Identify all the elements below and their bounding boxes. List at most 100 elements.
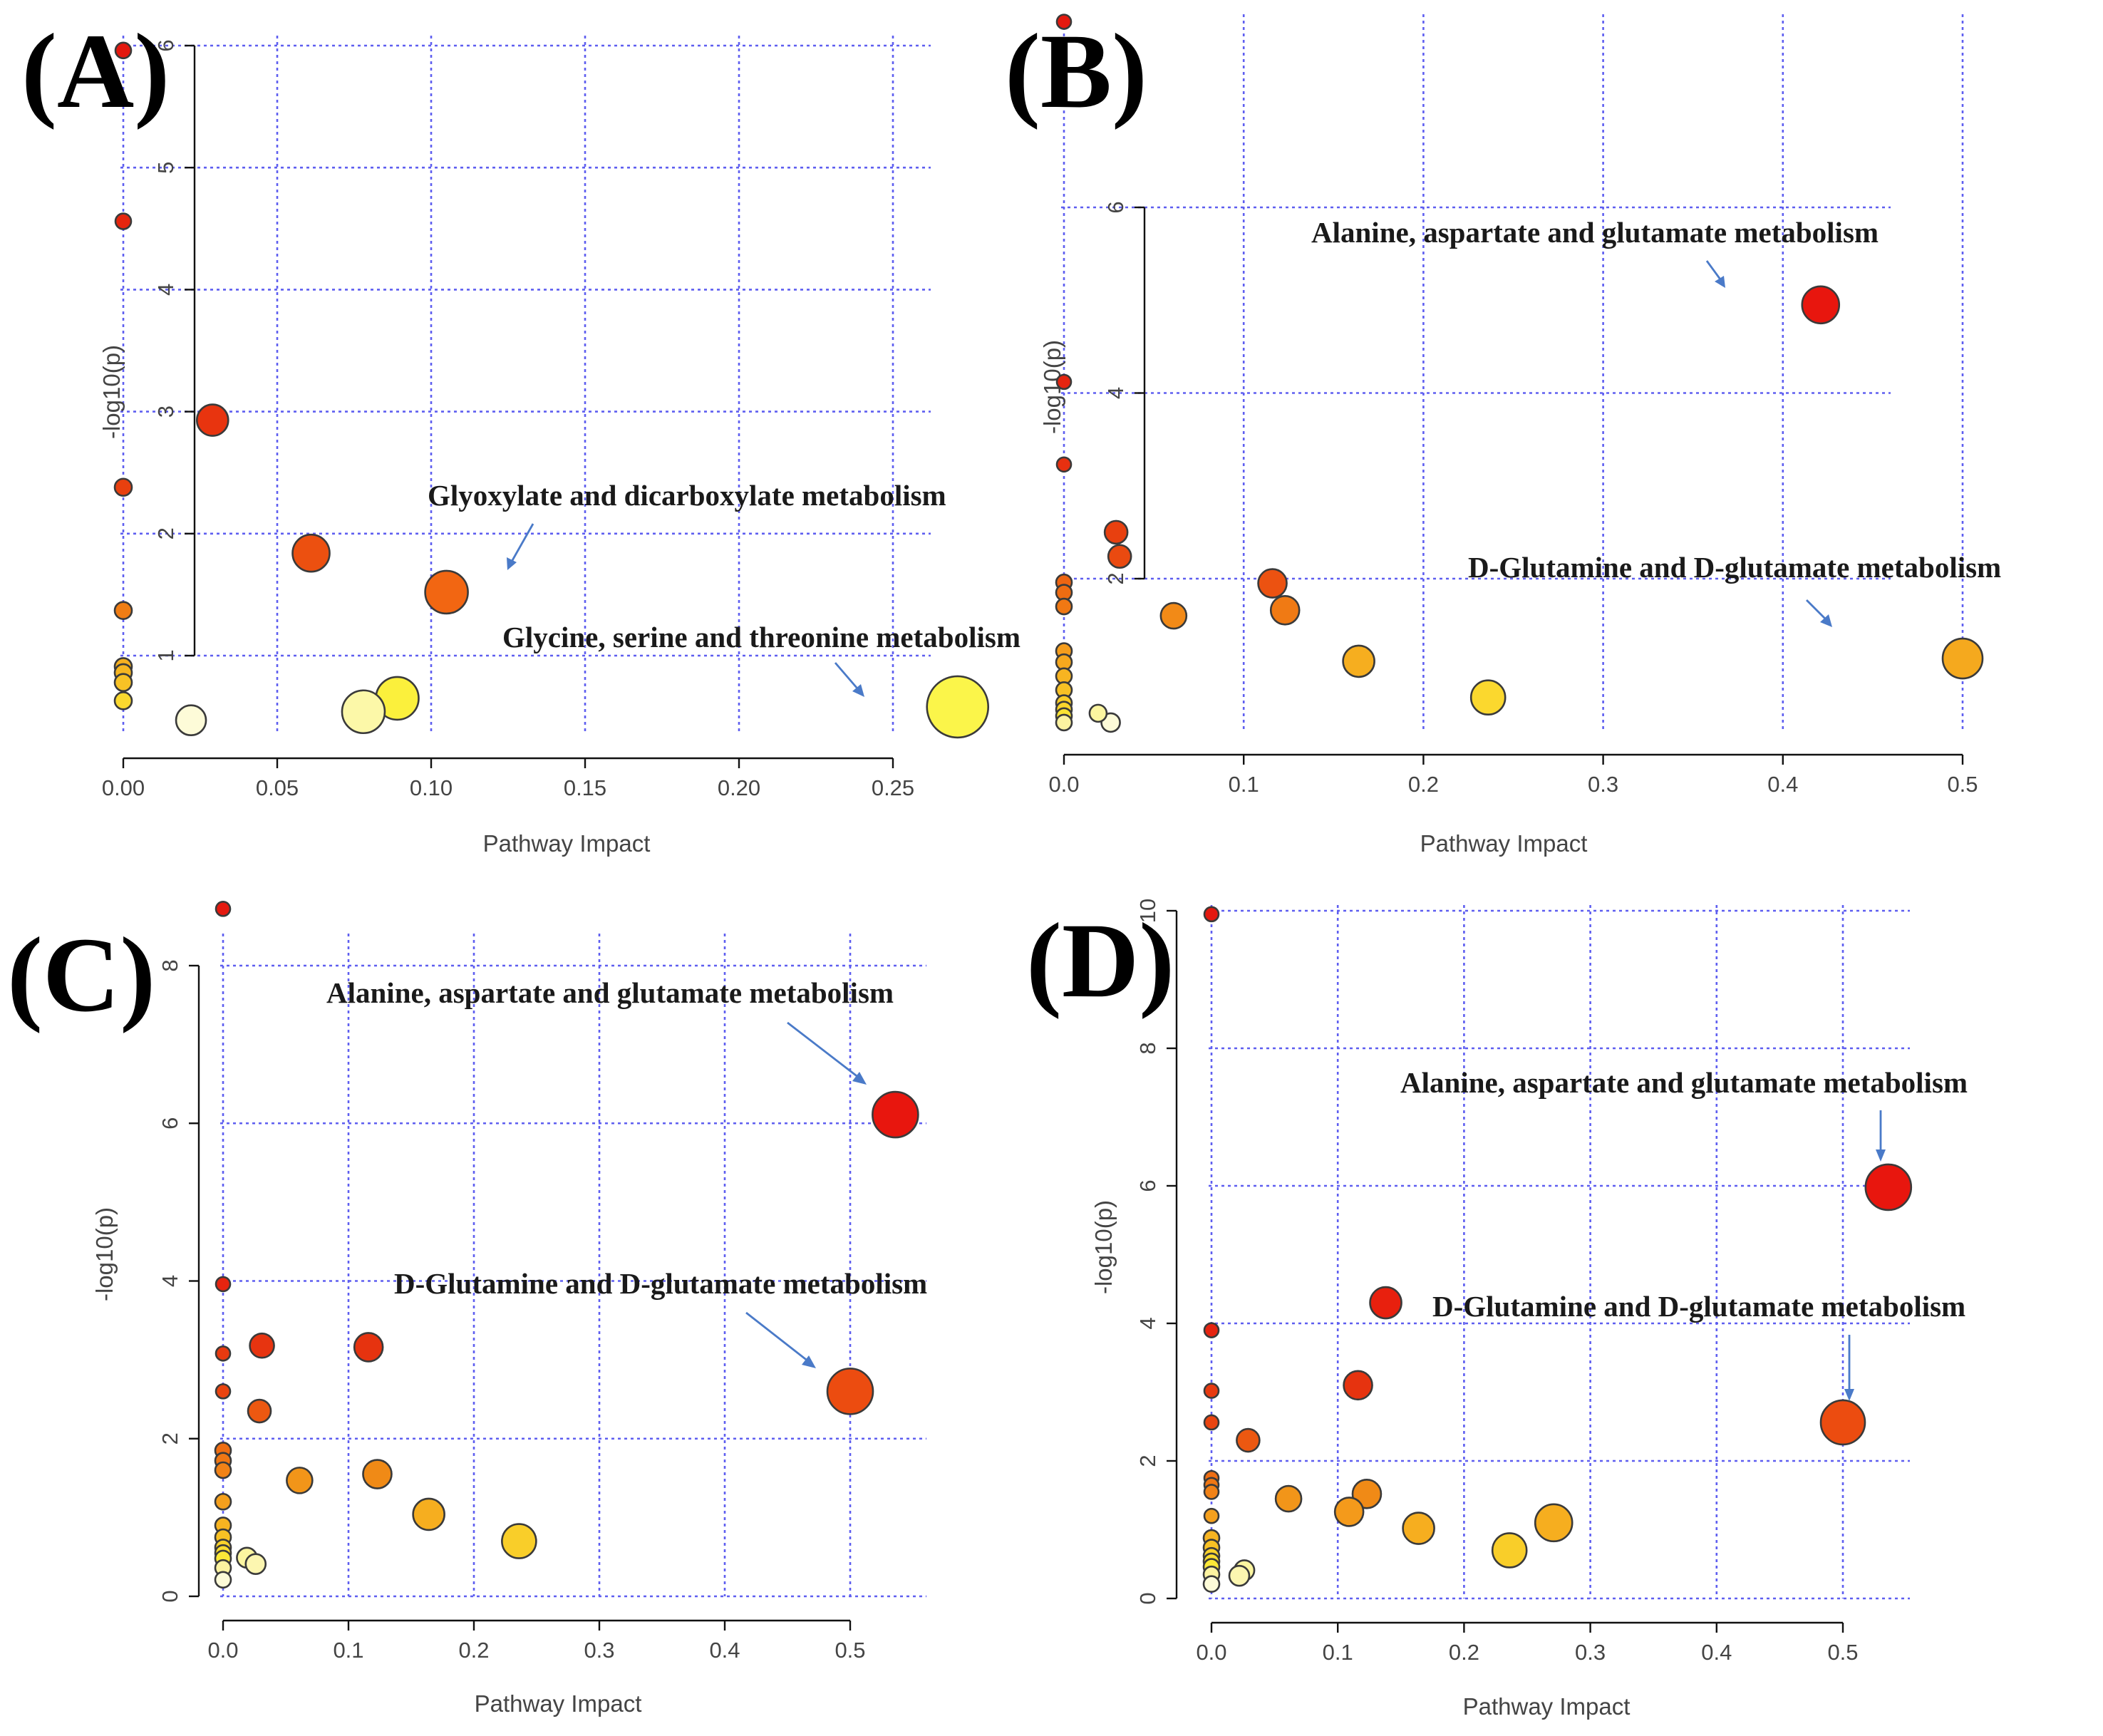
y-tick-label: 4: [157, 1275, 182, 1287]
y-tick-label: 0: [157, 1590, 182, 1602]
x-tick-label: 0.1: [333, 1638, 363, 1663]
data-point: [1159, 601, 1188, 630]
data-point: [1343, 1370, 1373, 1401]
annotation-arrowhead: [852, 1072, 867, 1085]
data-point: [1342, 644, 1375, 678]
data-point: [1819, 1399, 1866, 1446]
annotation-label: Glycine, serine and threonine metabolism: [502, 621, 1021, 653]
annotation-arrowhead: [1820, 614, 1832, 627]
data-point: [1055, 597, 1073, 616]
x-tick-label: 0.00: [102, 775, 145, 800]
data-point: [1055, 373, 1073, 391]
x-tick-label: 0.1: [1323, 1640, 1353, 1665]
annotation-arrow: [787, 1021, 859, 1079]
annotation-label: Alanine, aspartate and glutamate metabol…: [326, 976, 894, 1009]
data-point: [1257, 568, 1288, 599]
data-point: [1402, 1512, 1435, 1545]
data-point: [1864, 1163, 1913, 1211]
annotation-label: Alanine, aspartate and glutamate metabol…: [1400, 1066, 1968, 1099]
x-tick-label: 0.3: [584, 1638, 614, 1663]
y-tick-label: 2: [153, 527, 178, 539]
x-tick-label: 0.0: [1048, 772, 1079, 797]
data-point: [1369, 1286, 1402, 1320]
panel-a: 1 2 3 4 5 6 0.00 0.05 0.10 0.15 0.20 0.25 (A) Pathw…: [21, 12, 1021, 857]
data-point: [1203, 1383, 1220, 1399]
data-point: [1534, 1503, 1574, 1543]
data-point: [1269, 594, 1301, 626]
data-point: [114, 212, 133, 230]
x-tick-label: 0.4: [709, 1638, 740, 1663]
panel-letter-d: (D): [1026, 901, 1174, 1020]
x-axis-title: Pathway Impact: [483, 830, 651, 857]
annotation-label: D-Glutamine and D-glutamate metabolism: [1468, 551, 2001, 584]
data-point: [1103, 520, 1129, 545]
x-tick-label: 0.5: [1827, 1640, 1858, 1665]
data-point: [175, 704, 207, 737]
data-point: [412, 1497, 445, 1531]
annotation-label: D-Glutamine and D-glutamate metabolism: [1432, 1290, 1965, 1323]
annotation-arrowhead: [852, 684, 864, 697]
data-point: [214, 1571, 232, 1589]
data-point: [362, 1459, 393, 1489]
y-tick-label: 3: [153, 405, 178, 418]
data-point: [214, 1492, 232, 1511]
annotation-arrowhead: [1844, 1389, 1854, 1401]
y-tick-label: 4: [1103, 387, 1128, 399]
annotation-arrowhead: [507, 557, 517, 570]
data-point: [1107, 544, 1132, 569]
data-point: [1055, 14, 1073, 30]
x-tick-label: 0.3: [1588, 772, 1618, 797]
data-point: [1203, 1507, 1220, 1524]
x-tick-label: 0.2: [458, 1638, 489, 1663]
data-point: [1228, 1564, 1251, 1587]
data-point: [1203, 1322, 1220, 1338]
data-point: [291, 533, 331, 573]
y-tick-label: 8: [157, 959, 182, 971]
data-point: [1055, 713, 1073, 732]
data-point: [247, 1398, 272, 1424]
y-tick-label: 0: [1135, 1592, 1160, 1604]
x-tick-label: 0.3: [1575, 1640, 1606, 1665]
data-point: [826, 1368, 874, 1415]
y-axis-title: -log10(p): [91, 1207, 118, 1301]
data-point: [286, 1467, 314, 1494]
data-point: [1203, 906, 1220, 923]
x-tick-label: 0.05: [256, 775, 299, 800]
data-point: [113, 691, 133, 711]
annotation-arrowhead: [802, 1355, 816, 1368]
data-point: [1469, 679, 1507, 716]
x-axis-title: Pathway Impact: [1420, 830, 1588, 857]
data-point: [1491, 1532, 1528, 1569]
data-point: [215, 901, 232, 917]
annotation-arrow: [1705, 260, 1722, 280]
data-point: [113, 477, 133, 497]
data-point: [1055, 456, 1073, 473]
annotation-label: Alanine, aspartate and glutamate metabol…: [1311, 216, 1879, 249]
x-tick-label: 0.10: [410, 775, 453, 800]
data-point: [244, 1553, 267, 1575]
data-point: [1203, 1414, 1220, 1431]
y-tick-label: 6: [1135, 1179, 1160, 1192]
x-tick-label: 0.2: [1449, 1640, 1479, 1665]
y-tick-label: 2: [157, 1432, 182, 1445]
y-tick-label: 4: [153, 284, 178, 296]
x-tick-label: 0.25: [872, 775, 914, 800]
x-tick-label: 0.4: [1701, 1640, 1732, 1665]
x-tick-label: 0.0: [1196, 1640, 1226, 1665]
panel-letter-c: (C): [7, 916, 155, 1034]
data-point: [501, 1523, 537, 1559]
data-point: [214, 1461, 232, 1479]
y-tick-label: 2: [1103, 572, 1128, 584]
data-point: [1203, 1484, 1220, 1500]
y-tick-label: 6: [1103, 201, 1128, 213]
data-point: [113, 673, 133, 692]
y-axis-title: -log10(p): [98, 345, 125, 439]
y-axis-title: -log10(p): [1090, 1200, 1117, 1294]
data-point: [341, 689, 386, 735]
data-point: [215, 1345, 232, 1362]
data-point: [249, 1332, 275, 1359]
data-point: [1941, 637, 1984, 680]
data-point: [195, 403, 229, 437]
data-point: [1236, 1427, 1261, 1453]
y-tick-label: 10: [1135, 899, 1160, 923]
